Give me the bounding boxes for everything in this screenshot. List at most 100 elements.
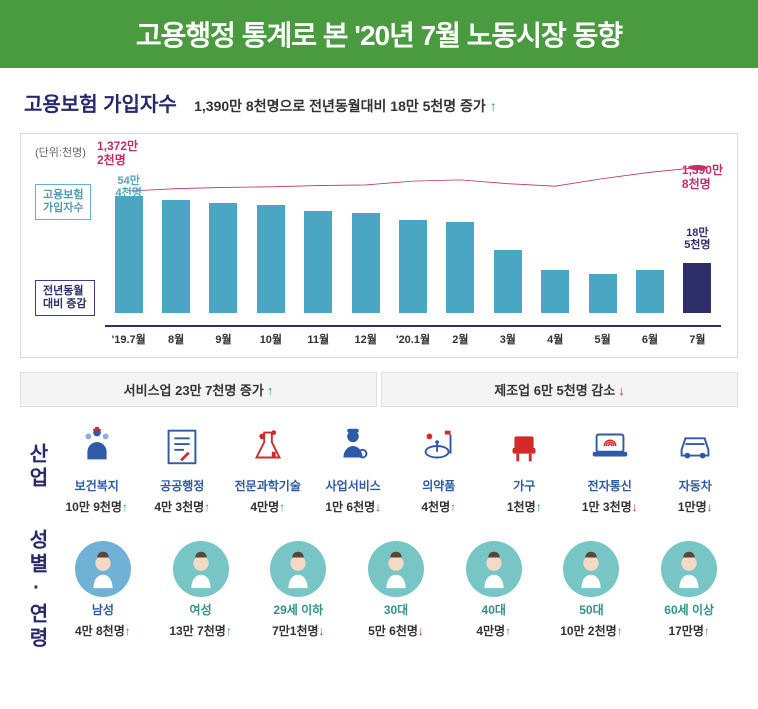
demo-item: 50대10만 2천명↑ — [543, 541, 641, 639]
item-name: 사업서비스 — [326, 477, 381, 494]
medicine-icon — [412, 419, 466, 473]
item-name: 40대 — [482, 601, 506, 618]
item-name: 전문과학기술 — [235, 477, 301, 494]
bar-col — [200, 163, 247, 313]
industry-panel-service: 서비스업 23만 7천명 증가↑ — [20, 372, 377, 407]
x-axis-label: 3월 — [484, 327, 531, 347]
item-value: 4만 3천명↑ — [154, 498, 210, 515]
bar — [399, 220, 427, 313]
item-value: 4만 8천명↑ — [75, 622, 131, 639]
item-name: 의약품 — [422, 477, 455, 494]
bar-col — [532, 163, 579, 313]
bar — [683, 263, 711, 313]
health-icon — [70, 419, 124, 473]
bar-col — [342, 163, 389, 313]
laptop-icon — [583, 419, 637, 473]
item-value: 1만 3천명↓ — [582, 498, 638, 515]
avatar-icon — [75, 541, 131, 597]
x-axis-label: '19.7월 — [105, 327, 152, 347]
subscribers-summary: 1,390만 8천명으로 전년동월대비 18만 5천명 증가 ↑ — [194, 98, 497, 114]
bar-col — [484, 163, 531, 313]
industry-item: 의약품 4천명↑ — [396, 419, 482, 515]
item-value: 4만명↑ — [250, 498, 285, 515]
item-name: 공공행정 — [160, 477, 204, 494]
bar-col: 18만5천명 — [674, 163, 721, 313]
service-icon — [326, 419, 380, 473]
item-value: 4만명↑ — [476, 622, 511, 639]
industry-item: 공공행정 4만 3천명↑ — [140, 419, 226, 515]
subscribers-section: 고용보험 가입자수 1,390만 8천명으로 전년동월대비 18만 5천명 증가… — [0, 68, 758, 133]
avatar-icon — [563, 541, 619, 597]
x-axis-label: 12월 — [342, 327, 389, 347]
demo-item: 40대 4만명↑ — [445, 541, 543, 639]
demo-items: 남성4만 8천명↑여성13만 7천명↑29세 이하7만1천명↓30대5만 6천명… — [54, 541, 738, 639]
bar — [589, 274, 617, 313]
bar — [304, 211, 332, 313]
down-arrow-icon: ↓ — [618, 383, 625, 398]
avatar-icon — [368, 541, 424, 597]
demo-item: 여성13만 7천명↑ — [152, 541, 250, 639]
bar-col — [389, 163, 436, 313]
avatar-icon — [466, 541, 522, 597]
panel-text: 제조업 6만 5천명 감소 — [494, 383, 615, 398]
demo-row: 성별·연령 남성4만 8천명↑여성13만 7천명↑29세 이하7만1천명↓30대… — [20, 529, 738, 651]
industry-side-label: 산업 — [20, 443, 54, 491]
bar-col — [579, 163, 626, 313]
bar-label-first: 54만4천명 — [99, 175, 159, 199]
chart-x-labels: '19.7월8월9월10월11월12월'20.1월2월3월4월5월6월7월 — [105, 325, 721, 347]
item-name: 남성 — [92, 601, 114, 618]
car-icon — [668, 419, 722, 473]
item-name: 자동차 — [679, 477, 712, 494]
x-axis-label: 10월 — [247, 327, 294, 347]
bar — [352, 213, 380, 313]
bar-col — [152, 163, 199, 313]
item-name: 가구 — [513, 477, 535, 494]
chart-legend-subscribers: 고용보험가입자수 — [35, 184, 91, 220]
item-value: 4천명↑ — [421, 498, 456, 515]
x-axis-label: 9월 — [200, 327, 247, 347]
bar — [541, 270, 569, 313]
header-title: 고용행정 통계로 본 '20년 7월 노동시장 동향 — [0, 0, 758, 68]
item-value: 10만 9천명↑ — [66, 498, 128, 515]
bar-label-last: 18만5천명 — [667, 227, 727, 251]
bar — [209, 203, 237, 314]
lab-icon — [241, 419, 295, 473]
bar — [446, 222, 474, 313]
demo-item: 60세 이상17만명↑ — [640, 541, 738, 639]
item-name: 전자통신 — [588, 477, 632, 494]
subscribers-title: 고용보험 가입자수 — [24, 94, 177, 116]
x-axis-label: '20.1월 — [389, 327, 436, 347]
chart-legend-change: 전년동월대비 증감 — [35, 280, 95, 316]
chart-inner: 54만4천명18만5천명 — [105, 150, 721, 325]
industry-item: 자동차1만명↓ — [653, 419, 739, 515]
chart-panel: (단위:천명) 1,372만 2천명 1,390만 8천명 고용보험가입자수 전… — [20, 133, 738, 358]
industry-panels: 서비스업 23만 7천명 증가↑ 제조업 6만 5천명 감소↓ — [20, 372, 738, 407]
industry-panel-manufacturing: 제조업 6만 5천명 감소↓ — [381, 372, 738, 407]
item-value: 1천명↑ — [507, 498, 542, 515]
doc-icon — [155, 419, 209, 473]
bar — [162, 200, 190, 313]
avatar-icon — [173, 541, 229, 597]
item-value: 13만 7천명↑ — [169, 622, 231, 639]
panel-text: 서비스업 23만 7천명 증가 — [124, 383, 264, 398]
x-axis-label: 4월 — [532, 327, 579, 347]
chart-unit: (단위:천명) — [35, 144, 86, 160]
demo-item: 남성 4만 8천명↑ — [54, 541, 152, 639]
item-value: 5만 6천명↓ — [368, 622, 424, 639]
industry-item: 전자통신 1만 3천명↓ — [567, 419, 653, 515]
subscribers-summary-text: 1,390만 8천명으로 전년동월대비 18만 5천명 증가 — [194, 98, 486, 114]
demo-item: 29세 이하7만1천명↓ — [249, 541, 347, 639]
industry-item: 전문과학기술 4만명↑ — [225, 419, 311, 515]
item-value: 7만1천명↓ — [272, 622, 324, 639]
item-name: 50대 — [579, 601, 603, 618]
x-axis-label: 7월 — [674, 327, 721, 347]
x-axis-label: 2월 — [437, 327, 484, 347]
x-axis-label: 11월 — [295, 327, 342, 347]
bar-col — [295, 163, 342, 313]
industry-row: 산업 보건복지10만 9천명↑공공행정4만 3천명↑전문과학기술4만명↑사업서비… — [20, 419, 738, 515]
up-arrow-icon: ↑ — [267, 383, 274, 398]
x-axis-label: 6월 — [626, 327, 673, 347]
item-value: 1만 6천명↓ — [325, 498, 381, 515]
bar — [115, 196, 143, 313]
item-name: 60세 이상 — [664, 601, 714, 618]
